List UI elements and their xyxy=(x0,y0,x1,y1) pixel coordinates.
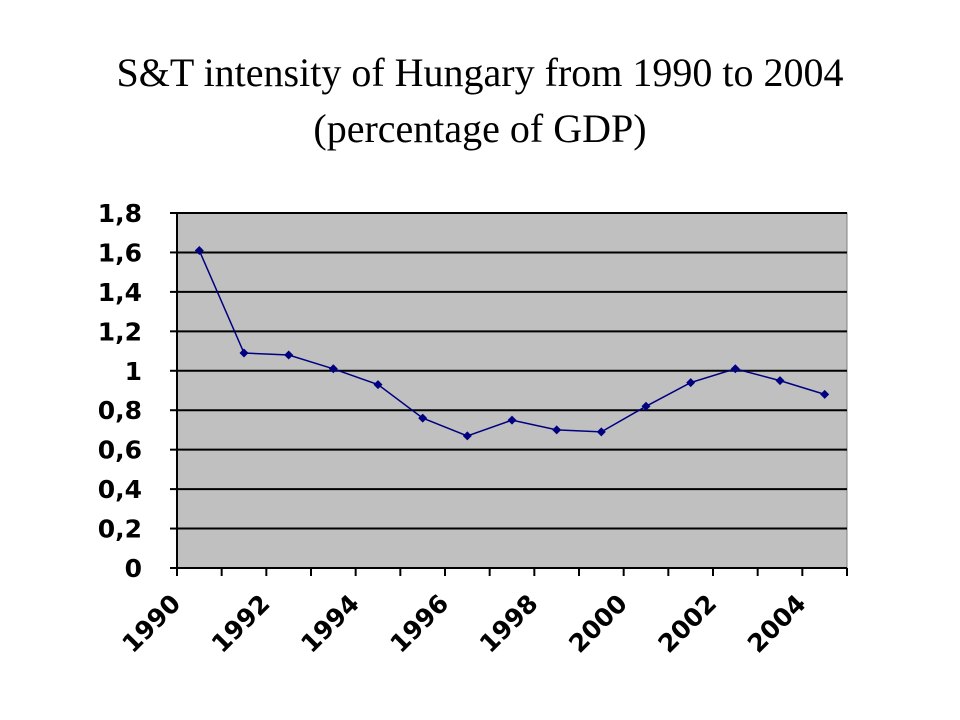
data-point-marker xyxy=(373,380,383,390)
y-tick-label: 1,6 xyxy=(98,238,142,267)
data-point-marker xyxy=(284,350,294,360)
data-point-marker xyxy=(820,389,830,399)
plot-area xyxy=(176,212,848,569)
chart-title-line-1: S&T intensity of Hungary from 1990 to 20… xyxy=(116,50,844,95)
x-tick-label: 2000 xyxy=(563,589,633,659)
x-tick-label: 1994 xyxy=(295,589,365,659)
y-tick-label: 1,8 xyxy=(98,199,142,228)
y-tick-label: 1,2 xyxy=(98,317,142,346)
data-point-marker xyxy=(686,378,696,388)
y-tick-label: 0,2 xyxy=(98,515,142,544)
axes xyxy=(176,213,847,569)
data-point-marker xyxy=(775,376,785,386)
data-point-marker xyxy=(641,401,651,411)
x-tick-label: 1998 xyxy=(474,589,544,659)
data-point-marker xyxy=(596,427,606,437)
chart-title-line-2: (percentage of GDP) xyxy=(313,106,647,151)
y-tick-label: 0,4 xyxy=(98,475,142,504)
data-point-marker xyxy=(552,425,562,435)
data-point-marker xyxy=(239,348,249,358)
y-tick-label: 0,6 xyxy=(98,436,142,465)
y-tick-label: 1,4 xyxy=(98,278,142,307)
data-point-marker xyxy=(418,413,428,423)
chart-title: S&T intensity of Hungary from 1990 to 20… xyxy=(0,45,960,157)
x-tick-label: 1996 xyxy=(385,589,455,659)
data-point-marker xyxy=(730,364,740,374)
grid-lines xyxy=(177,212,847,530)
data-point-marker xyxy=(462,431,472,441)
x-tick-label: 2004 xyxy=(742,589,812,659)
x-tick-label: 2002 xyxy=(653,589,723,659)
series-layer xyxy=(194,246,830,441)
y-tick-label: 1 xyxy=(125,357,142,386)
data-point-marker xyxy=(194,246,204,255)
x-tick-label: 1992 xyxy=(206,589,276,659)
x-axis-ticks: 1990 1992 1994 1996 1998 2000 2002 2004 xyxy=(117,568,848,659)
y-tick-label: 0,8 xyxy=(98,396,142,425)
x-tick-label: 1990 xyxy=(117,589,187,659)
data-point-marker xyxy=(507,415,517,425)
y-tick-label: 0 xyxy=(125,554,142,583)
y-axis-ticks: 0 0,2 0,4 0,6 0,8 1 1,2 1,4 1,6 1,8 xyxy=(98,199,177,583)
data-point-marker xyxy=(328,364,338,374)
